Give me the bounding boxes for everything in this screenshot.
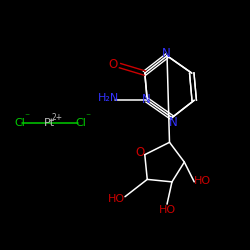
Text: 2+: 2+ — [52, 113, 62, 122]
Text: N: N — [162, 47, 170, 60]
Text: N: N — [169, 116, 177, 129]
Text: O: O — [108, 58, 118, 71]
Text: Pt: Pt — [44, 118, 55, 128]
Text: N: N — [142, 92, 150, 106]
Text: Cl: Cl — [14, 118, 25, 128]
Text: ⁻: ⁻ — [85, 112, 90, 122]
Text: O: O — [136, 146, 145, 159]
Text: HO: HO — [158, 205, 176, 215]
Text: HO: HO — [194, 176, 211, 186]
Text: ⁻: ⁻ — [24, 112, 29, 122]
Text: H₂N: H₂N — [98, 93, 120, 103]
Text: HO: HO — [108, 194, 125, 204]
Text: Cl: Cl — [75, 118, 86, 128]
